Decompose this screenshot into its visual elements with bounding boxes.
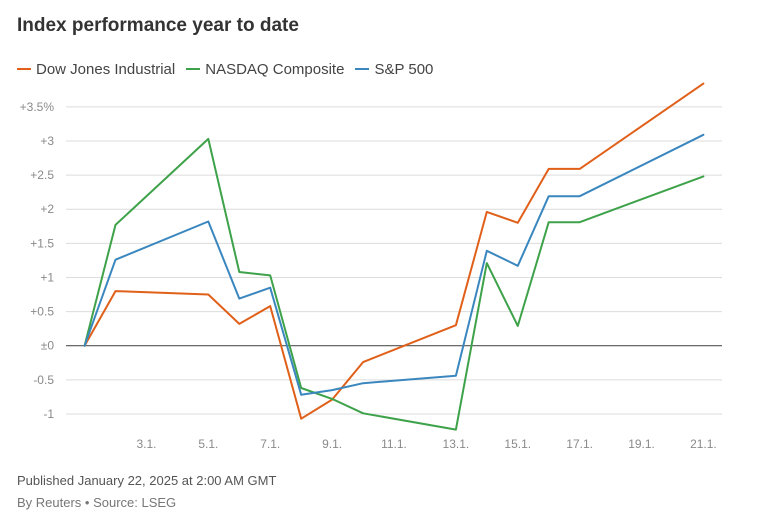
y-tick-label: +3 <box>40 134 54 148</box>
x-tick-label: 13.1. <box>443 437 470 451</box>
chart-title: Index performance year to date <box>17 15 299 36</box>
grid-layer <box>66 106 722 415</box>
y-tick-label: ±0 <box>41 339 55 353</box>
series-line-s-p-500 <box>83 133 705 396</box>
x-tick-label: 19.1. <box>628 437 655 451</box>
x-tick-label: 17.1. <box>566 437 593 451</box>
series-layer <box>83 82 705 431</box>
series-line-nasdaq-composite <box>83 137 705 431</box>
legend-item-dow: Dow Jones Industrial <box>17 61 175 78</box>
y-axis-ticks: -1 -0.5 ±0 +0.5 +1 +1.5 +2 +2.5 +3 +3.5% <box>20 100 55 421</box>
x-axis-ticks: 3.1. 5.1. 7.1. 9.1. 11.1. 13.1. 15.1. 17.1. 19.1… <box>136 437 716 451</box>
legend-swatch-sp500 <box>355 68 370 70</box>
legend-label-nasdaq: NASDAQ Composite <box>205 60 345 78</box>
y-tick-label: -0.5 <box>33 373 54 387</box>
legend-swatch-nasdaq <box>186 68 201 70</box>
legend-swatch-dow <box>17 68 31 70</box>
y-tick-label: +3.5% <box>20 100 55 114</box>
x-tick-label: 15.1. <box>504 437 531 451</box>
y-tick-label: +0.5 <box>30 305 54 319</box>
legend-item-sp500: S&P 500 <box>355 61 433 78</box>
x-tick-label: 9.1. <box>322 437 342 451</box>
x-tick-label: 5.1. <box>198 437 218 451</box>
x-tick-label: 21.1. <box>690 437 717 451</box>
legend-label-dow: Dow Jones Industrial <box>36 60 176 78</box>
published-note: Published January 22, 2025 at 2:00 AM GM… <box>17 473 277 488</box>
y-tick-label: +2 <box>40 202 54 216</box>
x-tick-label: 3.1. <box>136 437 156 451</box>
legend-item-nasdaq: NASDAQ Composite <box>186 61 344 78</box>
legend-label-sp500: S&P 500 <box>374 60 434 78</box>
source-note: By Reuters • Source: LSEG <box>17 495 177 510</box>
legend: Dow Jones Industrial NASDAQ Composite S&… <box>17 59 444 79</box>
series-line-dow-jones-industrial <box>83 82 705 420</box>
y-tick-label: +1 <box>40 270 54 284</box>
x-tick-label: 11.1. <box>381 437 407 451</box>
y-tick-label: +1.5 <box>30 236 54 250</box>
x-tick-label: 7.1. <box>260 437 280 451</box>
y-tick-label: -1 <box>43 407 54 421</box>
y-tick-label: +2.5 <box>30 168 54 182</box>
